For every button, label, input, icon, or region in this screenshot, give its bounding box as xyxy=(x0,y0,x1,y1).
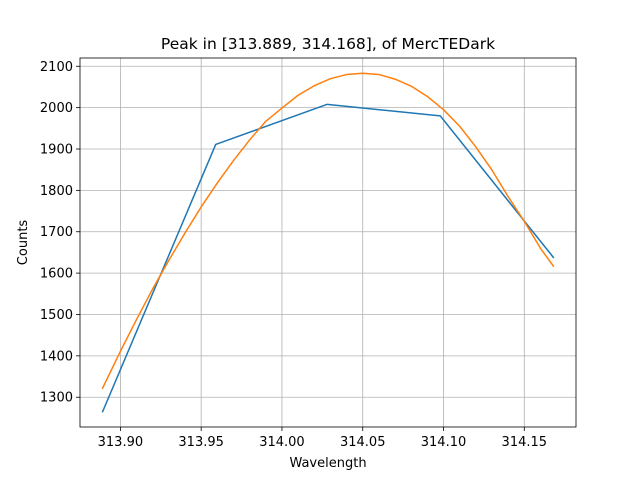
x-tick-label: 313.90 xyxy=(98,435,144,450)
x-axis-ticks: 313.90 313.95 314.00 314.05 314.10 314.15 xyxy=(98,427,547,450)
grid-lines xyxy=(80,58,576,427)
x-tick-label: 314.05 xyxy=(340,435,386,450)
x-tick-label: 314.00 xyxy=(259,435,305,450)
y-tick-label: 1300 xyxy=(40,391,73,406)
y-tick-label: 2100 xyxy=(40,60,73,75)
x-tick-label: 313.95 xyxy=(178,435,224,450)
plot-frame xyxy=(79,57,577,428)
chart-title: Peak in [313.889, 314.168], of MercTEDar… xyxy=(161,35,495,53)
y-tick-label: 1700 xyxy=(40,225,73,240)
y-axis-label: Counts xyxy=(16,220,31,266)
y-axis-ticks: 1300 1400 1500 1600 1700 1800 1900 2000 2100 xyxy=(40,60,80,406)
y-tick-label: 1500 xyxy=(40,308,73,323)
y-tick-label: 1400 xyxy=(40,349,73,364)
data-series-line xyxy=(101,103,555,413)
series-lines xyxy=(101,72,555,413)
y-tick-label: 2000 xyxy=(40,101,73,116)
x-tick-label: 314.15 xyxy=(502,435,548,450)
y-tick-label: 1600 xyxy=(40,267,73,282)
y-tick-label: 1900 xyxy=(40,143,73,158)
x-axis-label: Wavelength xyxy=(289,456,366,471)
fit-series-line xyxy=(101,72,555,390)
y-tick-label: 1800 xyxy=(40,184,73,199)
x-tick-label: 314.10 xyxy=(421,435,467,450)
